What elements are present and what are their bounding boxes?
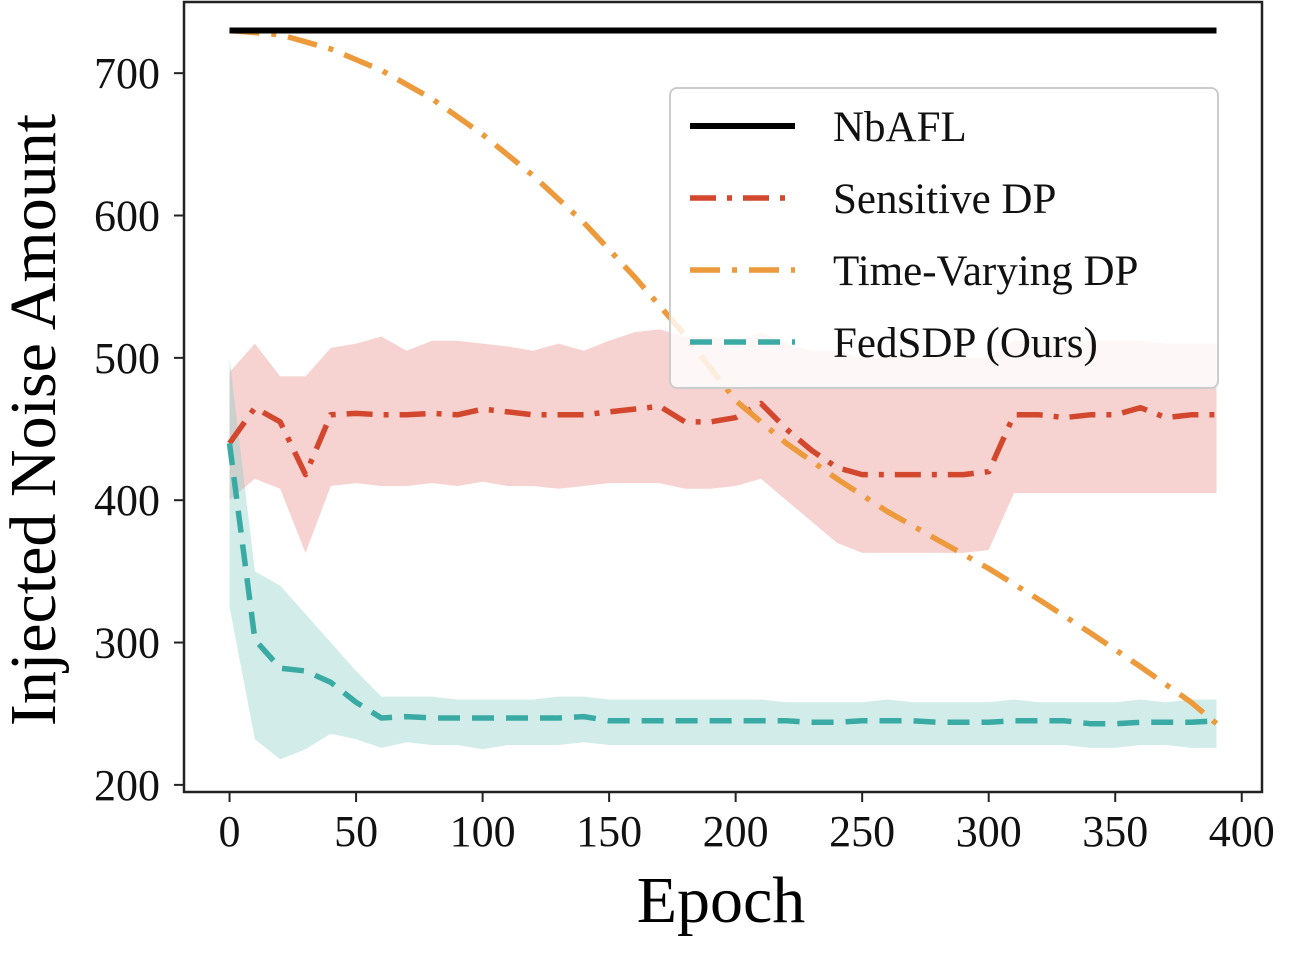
x-tick-label: 400 (1209, 807, 1275, 856)
legend-box (669, 87, 1219, 389)
x-tick-label: 0 (219, 807, 241, 856)
line-time-varying-dp (229, 27, 1219, 726)
y-axis-label: Injected Noise Amount (0, 114, 70, 726)
line-fedsdp-ours (226, 442, 1217, 727)
series-lines (226, 27, 1219, 727)
x-tick-label: 50 (334, 807, 378, 856)
x-tick-label: 100 (450, 807, 516, 856)
legend: NbAFL Sensitive DP Time-Varying DP FedSDP (… (669, 87, 1219, 389)
confidence-bands (229, 329, 1217, 760)
y-tick-label: 600 (94, 192, 160, 241)
legend-label-time-varying-dp: Time-Varying DP (833, 248, 1138, 295)
x-tick-label: 350 (1082, 807, 1148, 856)
legend-label-sensitive-dp: Sensitive DP (833, 176, 1056, 223)
y-tick-label: 300 (94, 619, 160, 668)
y-tick-label: 400 (94, 476, 160, 525)
x-tick-label: 150 (576, 807, 642, 856)
legend-label-nbafl: NbAFL (833, 104, 967, 151)
plot-frame (182, 0, 1264, 794)
y-tick-label: 200 (94, 761, 160, 810)
legend-label-fedsdp-ours: FedSDP (Ours) (833, 320, 1098, 367)
band-fedsdp-ours (229, 357, 1217, 760)
y-axis-ticks: 200 300 400 500 600 700 (94, 49, 184, 810)
x-axis-label: Epoch (637, 864, 806, 937)
x-tick-label: 300 (956, 807, 1022, 856)
x-tick-label: 250 (829, 807, 895, 856)
x-tick-label: 200 (703, 807, 769, 856)
x-axis-ticks: 0 50 100 150 200 250 300 350 400 (219, 792, 1275, 856)
line-sensitive-dp (227, 400, 1217, 478)
y-tick-label: 700 (94, 49, 160, 98)
y-tick-label: 500 (94, 334, 160, 383)
